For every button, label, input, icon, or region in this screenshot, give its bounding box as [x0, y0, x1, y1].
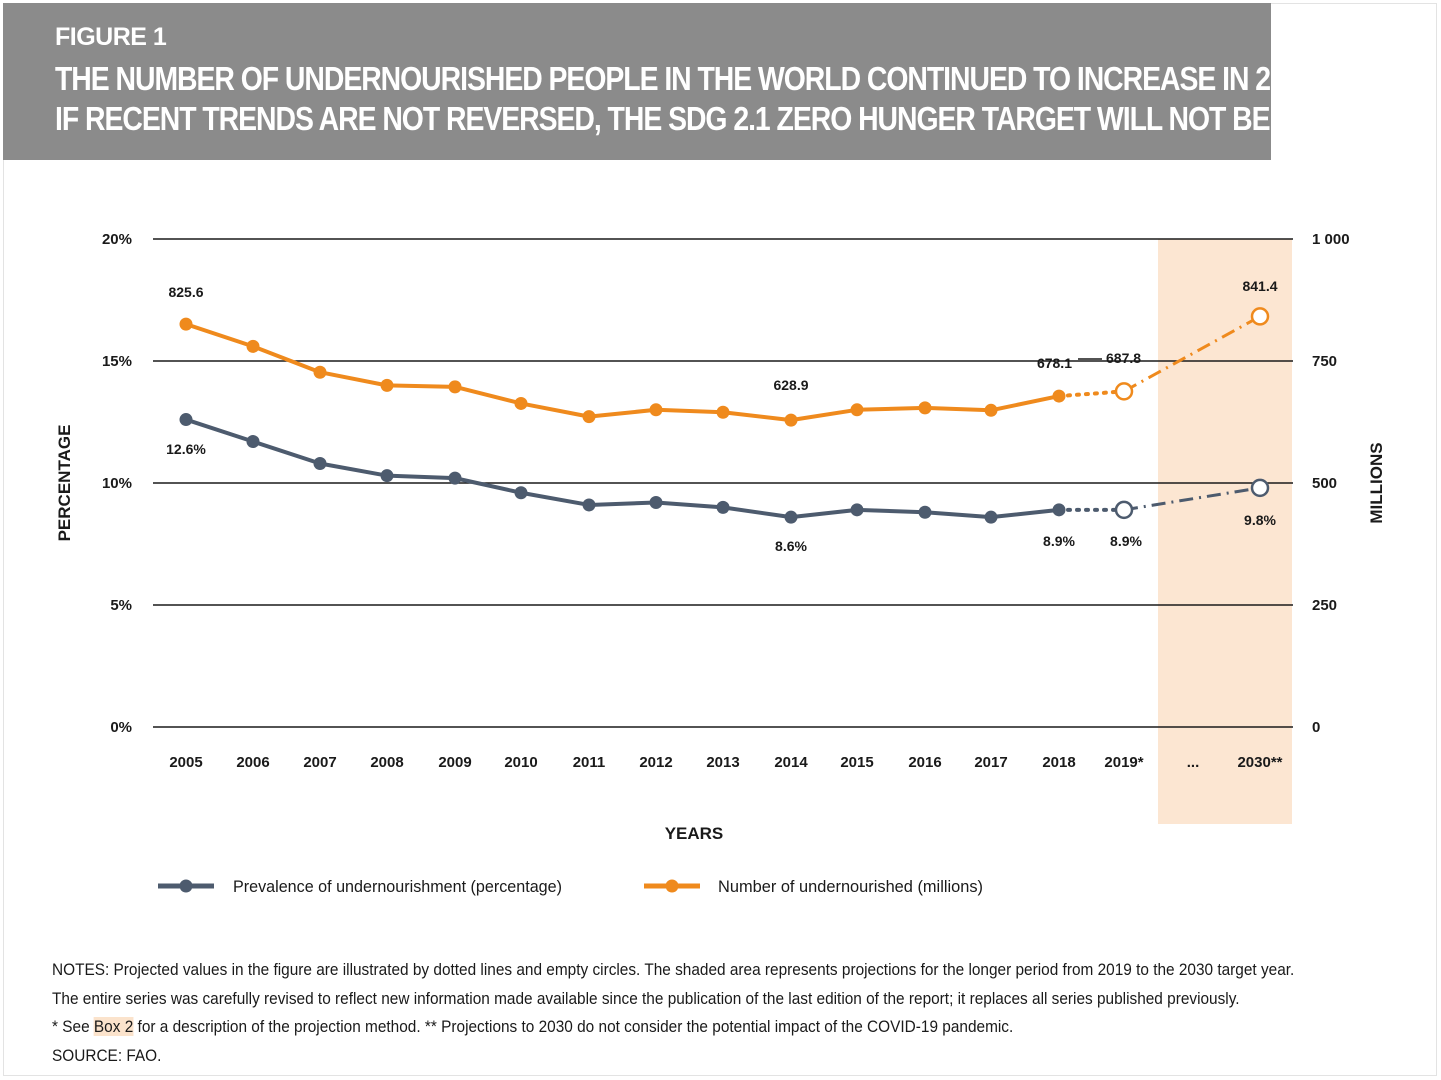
number-data-label: 841.4: [1242, 278, 1277, 294]
x-tick-label: 2008: [370, 754, 403, 771]
x-tick-label: 2017: [974, 754, 1007, 771]
number-data-label: 628.9: [773, 377, 808, 393]
figure-header: FIGURE 1 THE NUMBER OF UNDERNOURISHED PE…: [3, 3, 1334, 160]
prevalence-point: [784, 510, 798, 524]
prevalence-series-line: [185, 417, 1060, 520]
number-point: [716, 405, 730, 419]
x-tick-label: 2014: [774, 754, 808, 771]
x-tick-label: 2015: [840, 754, 873, 771]
prevalence-point: [179, 413, 193, 427]
legend-number-label: Number of undernourished (millions): [718, 877, 983, 896]
line-chart: 0% 0 5% 250 10% 500 15% 750 20% 1 000 2005 2006 2007…: [55, 231, 1386, 896]
prevalence-point: [1052, 503, 1066, 517]
x-tick-label: ...: [1187, 754, 1200, 771]
x-tick-label: 2010: [504, 754, 537, 771]
number-series-line: [185, 322, 1060, 423]
number-point: [582, 410, 596, 424]
y-left-tick-label: 15%: [102, 353, 132, 370]
x-tick-label: 2011: [573, 754, 606, 771]
x-tick-label: 2006: [236, 754, 269, 771]
legend-number-swatch-dot: [665, 879, 679, 893]
y-left-tick-label: 20%: [102, 231, 132, 248]
notes-line-3-prefix: * See: [52, 1017, 94, 1036]
prevalence-point: [514, 486, 528, 500]
x-axis-title: YEARS: [665, 824, 724, 843]
prevalence-point: [850, 503, 864, 517]
prevalence-data-label: 8.6%: [775, 538, 807, 554]
number-data-label: 687.8: [1106, 350, 1141, 366]
y-right-tick-label: 1 000: [1312, 231, 1350, 248]
box-2-link[interactable]: Box 2: [93, 1017, 134, 1036]
y-right-axis-title: MILLIONS: [1367, 442, 1386, 523]
number-data-label: 678.1: [1037, 355, 1072, 371]
legend-prevalence-label: Prevalence of undernourishment (percenta…: [233, 877, 562, 896]
prevalence-point: [246, 435, 260, 449]
prevalence-data-label: 8.9%: [1043, 533, 1075, 549]
prevalence-point: [649, 496, 663, 510]
y-left-tick-label: 5%: [110, 597, 132, 614]
number-point: [1052, 389, 1066, 403]
prevalence-point: [380, 469, 394, 483]
y-left-axis-title: PERCENTAGE: [55, 425, 74, 542]
prevalence-point: [984, 510, 998, 524]
number-point: [850, 403, 864, 417]
source-line: SOURCE: FAO.: [52, 1045, 162, 1065]
x-tick-label: 2009: [438, 754, 471, 771]
projection-shaded-area: [1158, 239, 1292, 824]
number-projection-dashdot: [1123, 315, 1261, 393]
prevalence-point: [448, 471, 462, 485]
number-point: [246, 339, 260, 353]
number-projection-dotted: [1057, 389, 1126, 399]
number-data-label: 825.6: [168, 284, 203, 300]
x-tick-label: 2030**: [1237, 754, 1282, 771]
y-left-tick-label: 10%: [102, 475, 132, 492]
prevalence-point: [313, 456, 327, 470]
y-right-tick-label: 0: [1312, 719, 1320, 736]
prevalence-point: [582, 498, 596, 512]
number-point: [649, 403, 663, 417]
notes-line-1: NOTES: Projected values in the figure ar…: [52, 960, 1295, 979]
prevalence-point: [716, 500, 730, 514]
y-right-tick-label: 500: [1312, 475, 1337, 492]
y-right-tick-label: 750: [1312, 353, 1337, 370]
number-point: [514, 396, 528, 410]
prevalence-point: [1114, 500, 1134, 520]
legend-prevalence-swatch-dot: [179, 879, 193, 893]
x-tick-label: 2013: [706, 754, 739, 771]
number-point: [380, 378, 394, 392]
notes-line-3: * See Box 2 for a description of the pro…: [52, 1013, 1410, 1042]
x-tick-label: 2007: [303, 754, 336, 771]
number-point: [179, 317, 193, 331]
x-tick-label: 2016: [908, 754, 941, 771]
x-tick-label: 2019*: [1104, 754, 1143, 771]
figure-label: FIGURE 1: [55, 23, 167, 51]
prevalence-data-label: 9.8%: [1244, 512, 1276, 528]
prevalence-point: [918, 505, 932, 519]
x-tick-label: 2005: [169, 754, 202, 771]
number-point: [313, 365, 327, 379]
notes-section: NOTES: Projected values in the figure ar…: [52, 956, 1410, 1070]
notes-line-3-suffix: for a description of the projection meth…: [133, 1017, 1014, 1036]
prevalence-projection-dashdot: [1123, 486, 1261, 512]
x-tick-label: 2018: [1042, 754, 1075, 771]
prevalence-data-label: 8.9%: [1110, 533, 1142, 549]
number-point: [984, 403, 998, 417]
number-point: [918, 401, 932, 415]
number-point: [1114, 382, 1134, 401]
y-right-tick-label: 250: [1312, 597, 1337, 614]
number-point: [784, 413, 798, 427]
notes-line-2: The entire series was carefully revised …: [52, 988, 1240, 1008]
y-left-tick-label: 0%: [110, 719, 132, 736]
prevalence-data-label: 12.6%: [166, 441, 206, 457]
number-point: [1250, 307, 1270, 326]
number-point: [448, 380, 462, 394]
x-tick-label: 2012: [639, 754, 672, 771]
prevalence-point: [1250, 478, 1270, 498]
